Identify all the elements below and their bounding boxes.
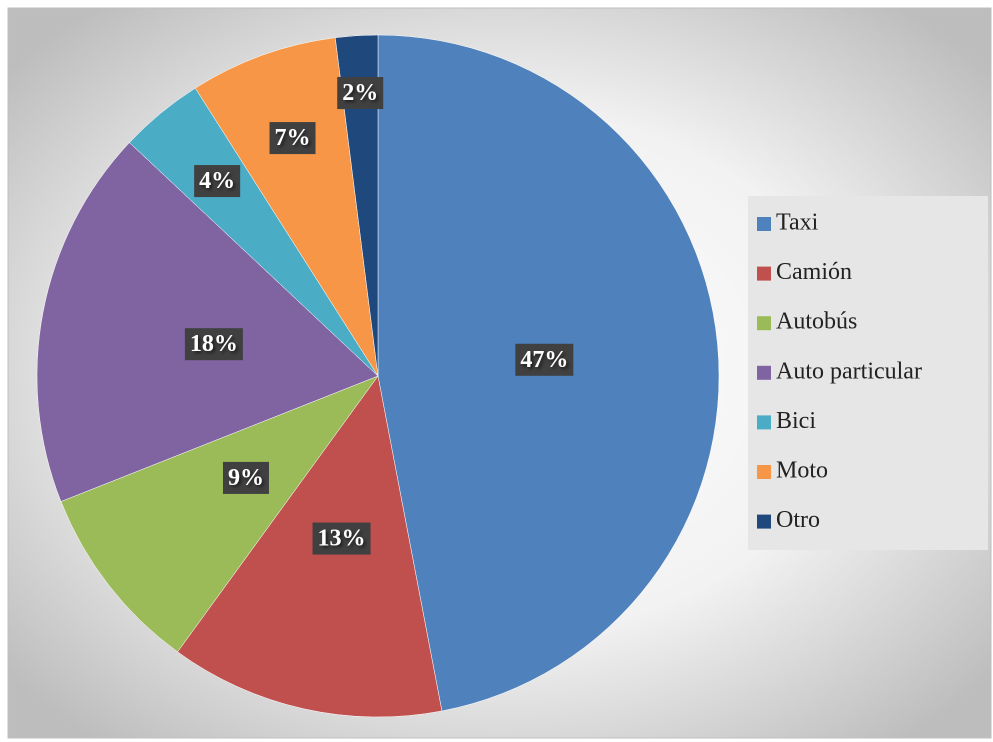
data-label-text: 2% (342, 80, 378, 106)
data-label: 18% (184, 328, 243, 361)
data-label-text: 18% (190, 331, 238, 357)
data-label: 7% (269, 122, 316, 155)
data-label-box (515, 343, 574, 376)
data-label: 9% (222, 461, 269, 494)
pie-slice (177, 375, 443, 718)
legend-marker (757, 465, 771, 479)
data-label: 47% (515, 343, 574, 376)
data-label: 2% (337, 77, 384, 110)
legend-marker (757, 365, 771, 380)
legend-label: Bici (776, 408, 816, 434)
legend-marker (757, 415, 771, 430)
data-label-text: 4% (199, 168, 235, 194)
legend-label: Autobús (776, 309, 857, 335)
legend-marker (757, 514, 771, 529)
legend-marker (757, 266, 771, 281)
pie-slice (194, 37, 379, 377)
legend-label: Auto particular (776, 358, 922, 384)
pie-slice (334, 34, 379, 377)
data-label: 13% (312, 522, 371, 555)
data-label-box (222, 461, 269, 494)
data-label-text: 47% (520, 347, 568, 373)
data-label-box (312, 522, 371, 555)
pie-slice (36, 142, 379, 502)
legend-label: Moto (776, 458, 828, 484)
data-label-text: 13% (318, 526, 366, 552)
legend-label: Taxi (776, 210, 819, 236)
legend-box (748, 196, 988, 550)
legend-marker (757, 316, 771, 331)
legend-label: Camión (776, 259, 852, 285)
data-label-text: 7% (275, 125, 311, 151)
data-label-box (184, 328, 243, 361)
data-label-box (337, 77, 384, 110)
pie-slice (60, 375, 379, 653)
legend-label: Otro (776, 507, 820, 533)
legend-marker (757, 217, 771, 231)
data-label-box (194, 165, 241, 198)
data-label-box (269, 122, 316, 155)
data-label-text: 9% (228, 465, 264, 491)
data-label: 4% (194, 165, 241, 198)
